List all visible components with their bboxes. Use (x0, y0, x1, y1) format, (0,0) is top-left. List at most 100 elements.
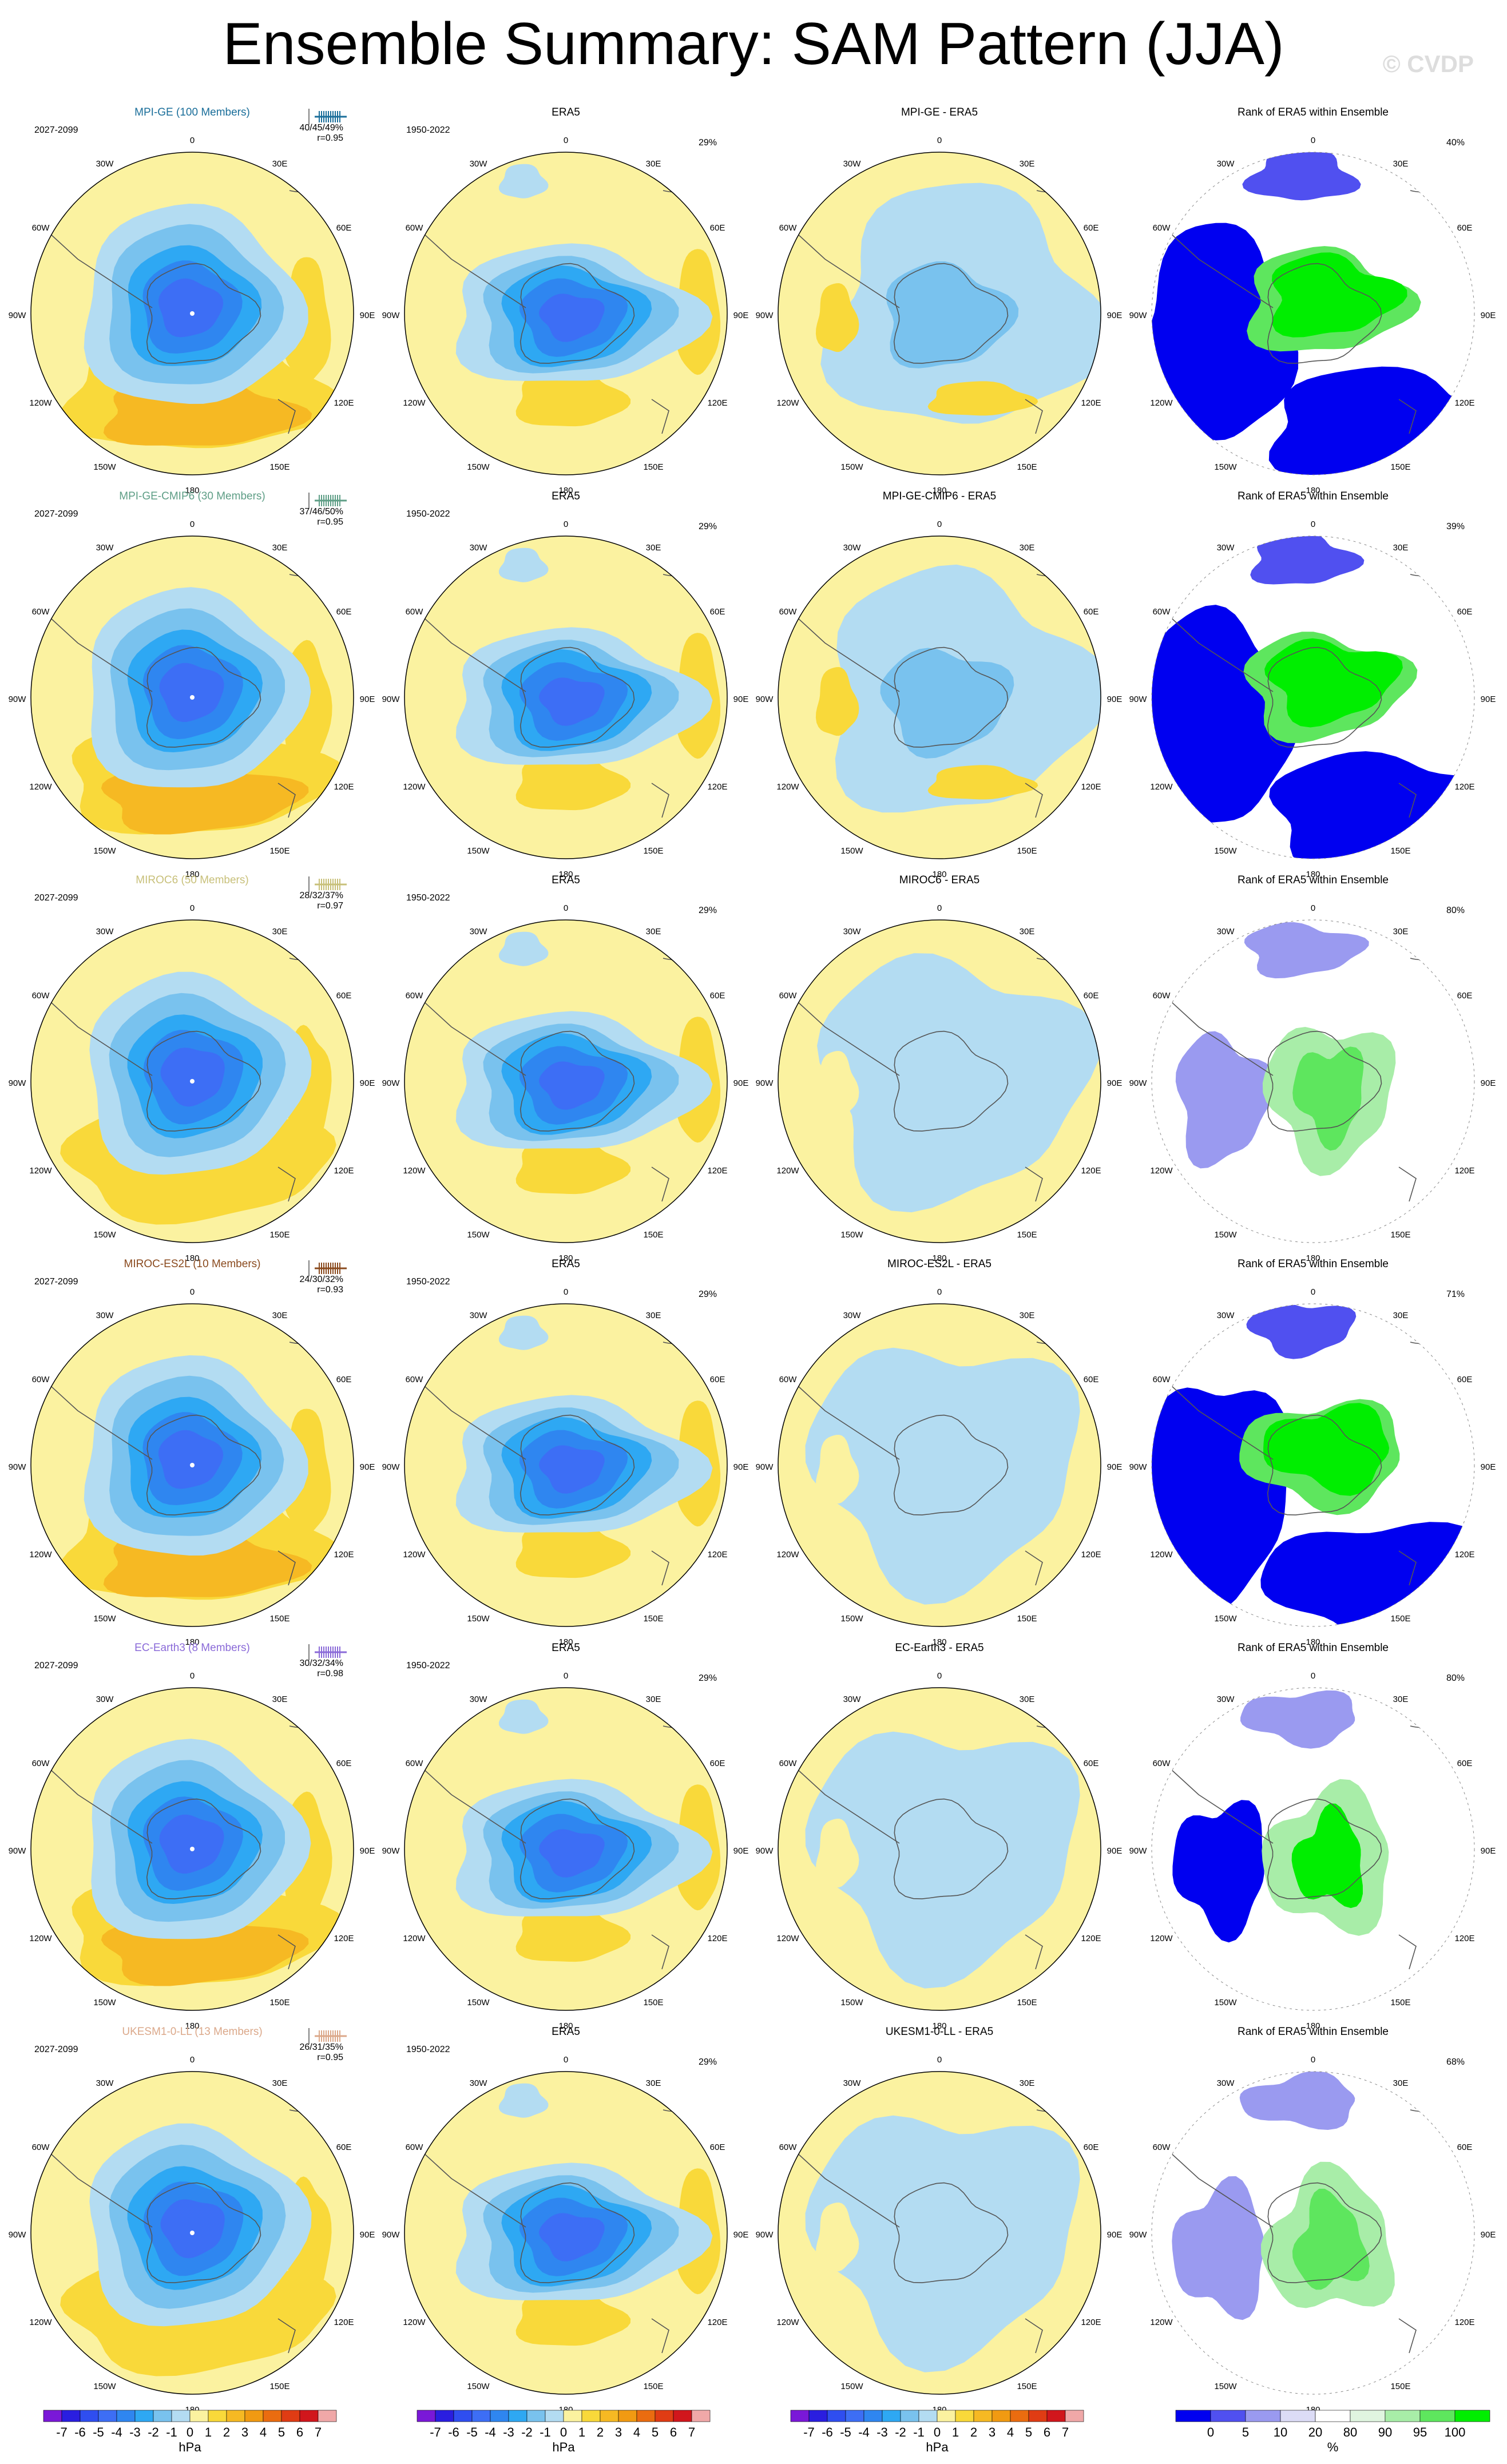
colorbar-tick-label: 1 (952, 2425, 959, 2439)
longitude-label: 120W (1150, 1934, 1173, 1943)
longitude-label: 120E (1081, 1550, 1101, 1560)
panel-title: MPI-GE - ERA5 (901, 106, 978, 118)
new-zealand-coastline (651, 399, 669, 434)
longitude-label: 150W (93, 462, 116, 472)
rank-percent-label: 39% (1446, 522, 1465, 531)
colorbar-tick-label: 4 (260, 2425, 267, 2439)
new-zealand-coastline (1025, 1550, 1043, 1586)
antarctica-coastline (146, 263, 261, 364)
positive-pressure-anomaly (515, 369, 631, 427)
longitude-label: 60W (406, 607, 424, 617)
colorbar-box (1245, 2410, 1281, 2422)
rank-colorbar: 0 5 10 20 80 90 95 100% (1175, 2410, 1490, 2454)
longitude-label: 120W (403, 782, 426, 792)
panel-era5-pattern: ERA51950-202229%030E60E90E120E150E180150… (382, 2026, 749, 2415)
south-america-coastline (417, 1763, 526, 1844)
south-america-coastline (1164, 611, 1274, 692)
longitude-label: 180 (558, 1253, 573, 1263)
panel-model-pattern: MIROC6 (50 Members) 2027-2099 28/32/37%r=0… (9, 874, 375, 1263)
longitude-label: 0 (1311, 2055, 1315, 2065)
longitude-label: 150W (840, 2382, 863, 2391)
longitude-label: 30W (470, 1311, 488, 1320)
longitude-label: 120W (776, 1550, 799, 1560)
new-zealand-coastline (1025, 783, 1043, 818)
panel-model-pattern: MPI-GE-CMIP6 (30 Members) 2027-2099 37/46/… (9, 490, 375, 879)
longitude-label: 180 (558, 486, 573, 495)
longitude-label: 60W (406, 1759, 424, 1768)
new-zealand-coastline (277, 783, 296, 818)
negative-difference (817, 953, 1101, 1213)
longitude-label: 90E (733, 1078, 749, 1088)
pattern-correlation-label: r=0.95 (317, 133, 343, 143)
longitude-label: 90W (9, 1078, 27, 1088)
period-label: 2027-2099 (34, 893, 78, 903)
rank-percent-label: 40% (1446, 138, 1465, 148)
panel-title: UKESM1-0-LL - ERA5 (886, 2026, 993, 2038)
longitude-label: 60W (1153, 1759, 1171, 1768)
longitude-label: 30E (646, 543, 661, 553)
map-border (30, 1687, 354, 2011)
colorbar-box (992, 2410, 1011, 2422)
colorbar-tick-label: -7 (430, 2425, 441, 2439)
longitude-label: 150W (1214, 2382, 1237, 2391)
south-pole-marker (190, 1463, 195, 1467)
antarctica-coastline (519, 2182, 635, 2283)
longitude-label: 150W (1214, 462, 1237, 472)
colorbar-unit: hPa (179, 2440, 201, 2454)
longitude-label: 0 (1311, 519, 1315, 529)
longitude-label: 30E (1393, 1695, 1409, 1704)
longitude-label: 120W (1150, 1550, 1173, 1560)
longitude-label: 180 (185, 1253, 199, 1263)
pattern-correlation-label: r=0.95 (317, 517, 343, 527)
longitude-label: 120E (334, 782, 354, 792)
longitude-label: 150E (643, 2382, 663, 2391)
south-america-coastline (790, 995, 900, 1076)
longitude-label: 120W (29, 782, 52, 792)
anomaly-colorbar: -7 -6 -5 -4 -3 -2 -1 0 1 2 3 4 5 6 7 hPa (417, 2410, 711, 2454)
longitude-label: 60E (1084, 2142, 1099, 2152)
colorbar-tick-label: -3 (877, 2425, 888, 2439)
longitude-label: 0 (190, 1287, 195, 1297)
longitude-label: 90W (1129, 311, 1148, 320)
longitude-label: 150E (643, 1998, 663, 2007)
longitude-label: 180 (558, 1637, 573, 1647)
longitude-label: 180 (1306, 1253, 1320, 1263)
longitude-label: 90W (9, 2230, 27, 2240)
south-pole-marker (190, 1847, 195, 1851)
longitude-label: 30W (843, 927, 862, 937)
colorbar-box (882, 2410, 901, 2422)
longitude-label: 150W (93, 2382, 116, 2391)
south-america-coastline (1164, 1763, 1274, 1844)
longitude-label: 120W (403, 1934, 426, 1943)
anomaly-colorbar: -7 -6 -5 -4 -3 -2 -1 0 1 2 3 4 5 6 7 hPa (790, 2410, 1084, 2454)
period-label: 1950-2022 (406, 125, 450, 135)
negative-pressure-anomaly (498, 164, 549, 199)
longitude-label: 30E (272, 1695, 288, 1704)
rank-high-region (1264, 638, 1403, 728)
longitude-label: 60W (32, 1759, 50, 1768)
colorbar-unit: hPa (552, 2440, 575, 2454)
rank-high-region (1292, 1046, 1364, 1151)
negative-pressure-anomaly (160, 2199, 225, 2259)
longitude-label: 150E (1017, 1998, 1037, 2007)
colorbar-tick-label: 10 (1274, 2425, 1287, 2439)
panel-era5-pattern: ERA51950-202229%030E60E90E120E150E180150… (382, 1642, 749, 2031)
longitude-label: 120E (1454, 1550, 1474, 1560)
rank-high-region (1291, 1803, 1363, 1908)
longitude-label: 0 (190, 903, 195, 913)
longitude-label: 30W (96, 1695, 114, 1704)
longitude-label: 120E (707, 398, 727, 408)
antarctica-coastline (1267, 1798, 1382, 1899)
colorbar-tick-label: 3 (241, 2425, 248, 2439)
longitude-label: 90W (1129, 1462, 1148, 1472)
figure-row-1: MPI-GE (100 Members) 2027-2099 40/45/49%r=… (9, 106, 1496, 495)
longitude-label: 150E (1390, 1998, 1410, 2007)
antarctica-coastline (146, 1030, 261, 1132)
negative-pressure-anomaly (538, 1061, 605, 1110)
longitude-label: 150E (269, 1230, 289, 1240)
longitude-label: 30E (1020, 543, 1035, 553)
colorbar-box (244, 2410, 264, 2422)
colorbar-tick-label: -6 (74, 2425, 86, 2439)
longitude-label: 60W (32, 1375, 50, 1384)
